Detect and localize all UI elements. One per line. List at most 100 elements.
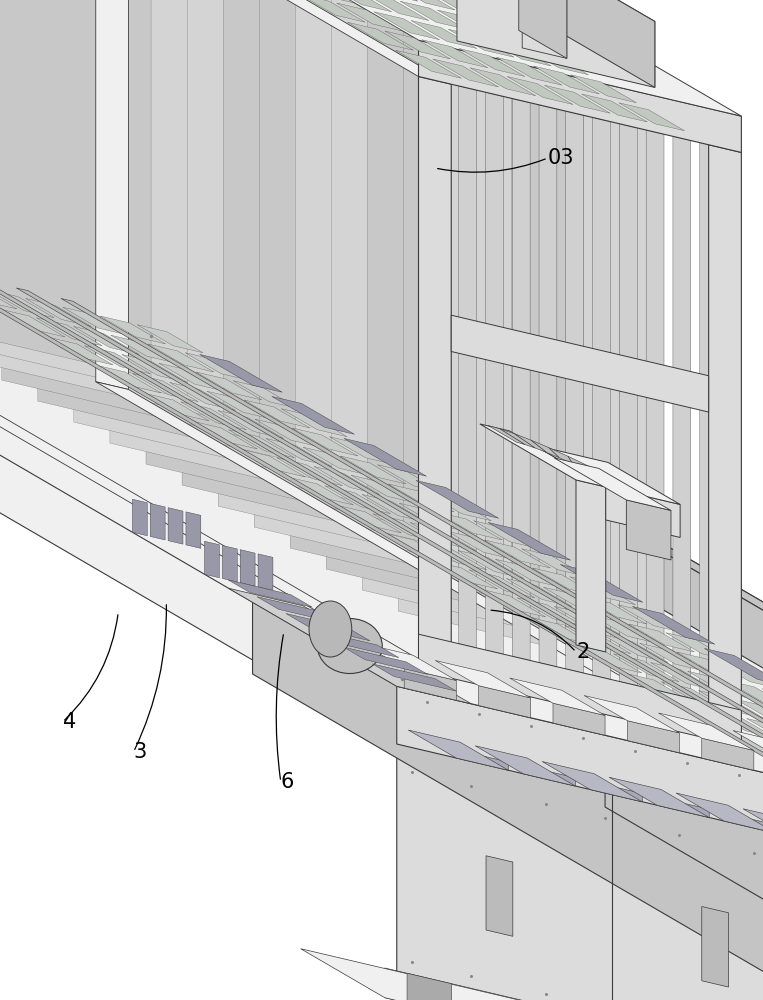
Polygon shape (613, 484, 643, 495)
Polygon shape (229, 430, 295, 458)
Polygon shape (336, 3, 403, 31)
Polygon shape (146, 0, 404, 525)
Polygon shape (433, 59, 499, 87)
Polygon shape (0, 0, 151, 378)
Polygon shape (327, 11, 584, 630)
Polygon shape (626, 500, 671, 560)
Polygon shape (581, 94, 648, 122)
Polygon shape (96, 0, 128, 389)
Polygon shape (475, 746, 575, 786)
Polygon shape (475, 19, 540, 47)
Polygon shape (576, 645, 642, 673)
Polygon shape (523, 47, 588, 75)
Polygon shape (432, 561, 497, 589)
Polygon shape (549, 448, 573, 464)
Polygon shape (720, 729, 763, 757)
Polygon shape (0, 0, 187, 399)
Polygon shape (110, 0, 367, 504)
Polygon shape (372, 664, 456, 691)
Polygon shape (451, 315, 709, 412)
Polygon shape (485, 92, 504, 654)
Polygon shape (746, 718, 763, 746)
Polygon shape (385, 31, 450, 59)
Polygon shape (0, 0, 742, 116)
Polygon shape (404, 668, 456, 700)
Polygon shape (554, 606, 620, 634)
Polygon shape (600, 475, 626, 486)
Polygon shape (38, 0, 295, 462)
Polygon shape (704, 648, 763, 686)
Polygon shape (488, 425, 525, 445)
Polygon shape (348, 22, 414, 50)
Polygon shape (384, 533, 449, 561)
Polygon shape (181, 402, 246, 430)
Polygon shape (619, 103, 684, 131)
Polygon shape (400, 1, 466, 29)
Polygon shape (517, 598, 583, 626)
Polygon shape (506, 578, 572, 606)
Polygon shape (204, 541, 220, 578)
Polygon shape (0, 0, 451, 84)
Polygon shape (470, 68, 536, 96)
Polygon shape (486, 856, 513, 936)
Polygon shape (63, 307, 128, 335)
Polygon shape (709, 145, 742, 746)
Polygon shape (480, 424, 606, 487)
Polygon shape (385, 968, 763, 1000)
Polygon shape (292, 428, 358, 456)
Polygon shape (485, 38, 551, 66)
Polygon shape (426, 493, 491, 521)
Polygon shape (258, 554, 273, 590)
Polygon shape (522, 549, 588, 577)
Polygon shape (633, 606, 715, 644)
Polygon shape (422, 40, 488, 68)
Polygon shape (657, 797, 710, 818)
Polygon shape (353, 0, 418, 1)
Polygon shape (217, 410, 284, 438)
Circle shape (309, 601, 352, 657)
Polygon shape (363, 0, 429, 20)
Polygon shape (148, 344, 214, 372)
Polygon shape (560, 564, 643, 602)
Text: 6: 6 (281, 772, 295, 792)
Polygon shape (566, 111, 584, 673)
Polygon shape (351, 475, 417, 503)
Polygon shape (620, 124, 637, 686)
Polygon shape (133, 499, 147, 536)
Polygon shape (25, 298, 92, 326)
Polygon shape (702, 906, 729, 987)
Polygon shape (584, 696, 680, 733)
Polygon shape (650, 662, 716, 690)
Polygon shape (758, 738, 763, 766)
Polygon shape (286, 613, 370, 641)
Polygon shape (411, 20, 477, 48)
Polygon shape (530, 440, 559, 458)
Polygon shape (257, 597, 341, 624)
Polygon shape (456, 750, 508, 770)
Polygon shape (301, 949, 763, 1000)
Polygon shape (229, 588, 472, 704)
Polygon shape (0, 281, 17, 309)
Polygon shape (0, 0, 223, 420)
Polygon shape (253, 443, 763, 1000)
Polygon shape (724, 813, 763, 833)
Polygon shape (192, 421, 257, 449)
Polygon shape (714, 661, 763, 689)
Polygon shape (576, 480, 606, 652)
Polygon shape (449, 29, 514, 57)
Polygon shape (639, 643, 705, 671)
Polygon shape (533, 568, 598, 596)
Polygon shape (571, 75, 636, 103)
Polygon shape (378, 465, 443, 493)
Polygon shape (100, 316, 166, 344)
Polygon shape (418, 634, 742, 746)
Polygon shape (676, 793, 763, 833)
Polygon shape (533, 445, 680, 504)
Polygon shape (565, 626, 631, 654)
Polygon shape (344, 438, 427, 476)
Polygon shape (613, 654, 679, 682)
Polygon shape (361, 643, 456, 680)
Polygon shape (528, 617, 594, 645)
Polygon shape (96, 382, 742, 746)
Polygon shape (416, 480, 499, 518)
